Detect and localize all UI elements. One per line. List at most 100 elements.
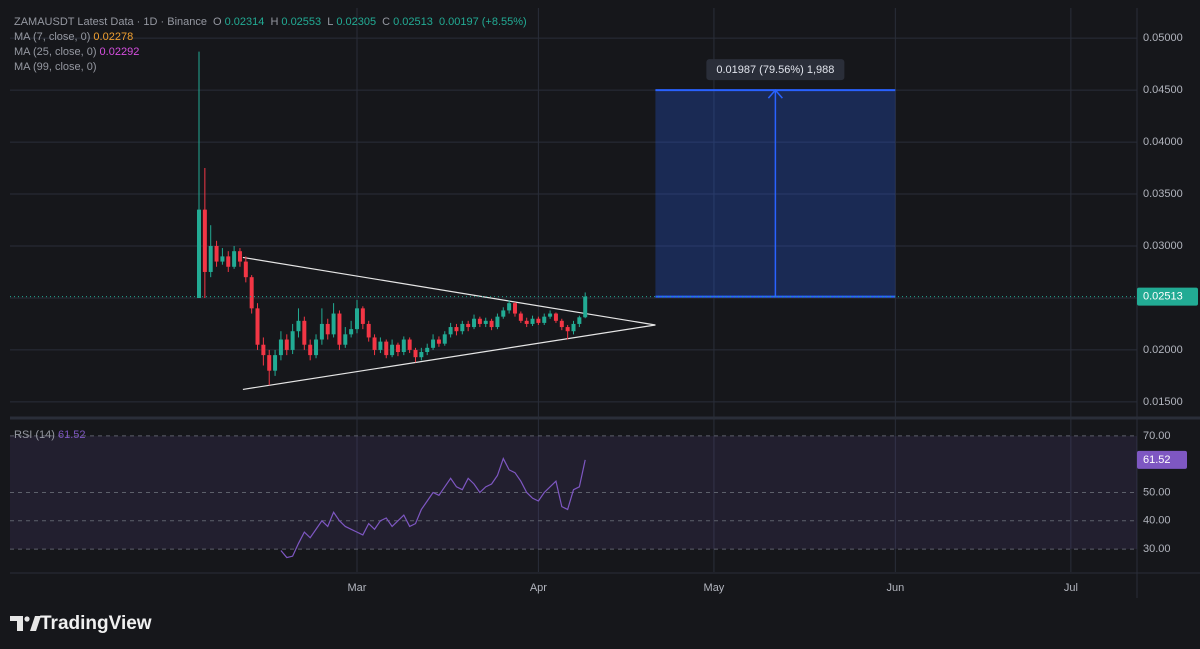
candle-body bbox=[507, 303, 512, 311]
candle-body bbox=[448, 327, 453, 335]
ohlc-label: O bbox=[213, 16, 222, 28]
candle-body bbox=[354, 308, 359, 330]
candle-body bbox=[208, 245, 213, 272]
candle-body bbox=[548, 313, 553, 317]
candle-body bbox=[524, 320, 529, 324]
candle-body bbox=[495, 316, 500, 328]
candle-body bbox=[553, 313, 558, 321]
candle-body bbox=[273, 355, 278, 371]
candle-body bbox=[314, 339, 319, 356]
trendline bbox=[242, 324, 656, 391]
rsi-name: RSI (14) bbox=[14, 429, 55, 441]
indicator-row: MA (99, close, 0) bbox=[14, 60, 530, 75]
candle-body bbox=[243, 261, 248, 278]
candle-body bbox=[284, 339, 289, 350]
candle-body bbox=[290, 331, 295, 350]
measure-label: 0.01987 (79.56%) 1,988 bbox=[716, 64, 834, 76]
candle-body bbox=[349, 329, 354, 335]
candle-body bbox=[343, 334, 348, 345]
candle-body bbox=[472, 318, 477, 328]
indicator-value: 0.02292 bbox=[99, 46, 140, 58]
measure-label-bg bbox=[706, 59, 845, 81]
ohlc-label: L bbox=[327, 16, 334, 28]
candle-body bbox=[214, 245, 219, 262]
candle-body bbox=[197, 209, 202, 298]
arrow-head bbox=[767, 88, 783, 99]
x-tick-label: Jul bbox=[1064, 582, 1078, 594]
candle-body bbox=[577, 317, 582, 324]
candle-body bbox=[267, 355, 272, 371]
y-tick-label: 40.00 bbox=[1143, 515, 1171, 527]
candle-body bbox=[407, 339, 412, 350]
indicator-row: MA (7, close, 0) 0.02278 bbox=[14, 30, 530, 45]
y-tick-label: 50.00 bbox=[1143, 486, 1171, 498]
ohlc-label: H bbox=[270, 16, 279, 28]
candle-body bbox=[530, 318, 535, 324]
indicator-row: MA (25, close, 0) 0.02292 bbox=[14, 45, 530, 60]
candle-body bbox=[489, 320, 494, 328]
ohlc-label: C bbox=[382, 16, 391, 28]
x-tick-label: Mar bbox=[348, 582, 367, 594]
candle-body bbox=[559, 320, 564, 328]
candle-body bbox=[542, 316, 547, 323]
y-tick-label: 0.03500 bbox=[1143, 188, 1183, 200]
candle-body bbox=[302, 320, 307, 345]
candle-body bbox=[384, 341, 389, 356]
candle-body bbox=[378, 341, 383, 350]
candle-body bbox=[261, 344, 266, 356]
indicator-name: MA (7, close, 0) bbox=[14, 31, 91, 43]
rsi-badge bbox=[1137, 450, 1187, 469]
candle-body bbox=[220, 256, 225, 262]
ohlc-value: 0.02553 bbox=[281, 16, 322, 28]
candle-body bbox=[372, 337, 377, 350]
ohlc-value: 0.02513 bbox=[393, 16, 433, 28]
ohlc-value: 0.02314 bbox=[224, 16, 265, 28]
candle-body bbox=[232, 251, 237, 267]
candle-body bbox=[331, 313, 336, 335]
header-row: ZAMAUSDT Latest Data · 1D · Binance O 0.0… bbox=[14, 15, 530, 30]
y-tick-label: 0.04000 bbox=[1143, 136, 1183, 148]
candle-body bbox=[401, 339, 406, 352]
indicator-name: MA (99, close, 0) bbox=[14, 61, 97, 73]
candle-body bbox=[512, 303, 517, 314]
candle-body bbox=[477, 318, 482, 324]
x-tick-label: May bbox=[704, 582, 725, 594]
trendline bbox=[242, 256, 656, 326]
candle-body bbox=[366, 323, 371, 338]
indicator-value: 0.02278 bbox=[93, 31, 134, 43]
candle-body bbox=[226, 256, 231, 267]
x-tick-label: Apr bbox=[530, 582, 547, 594]
candle-body bbox=[425, 347, 430, 352]
candle-body bbox=[255, 308, 260, 345]
candle-body bbox=[202, 209, 207, 272]
y-tick-label: 0.03000 bbox=[1143, 240, 1183, 252]
y-tick-label: 0.01500 bbox=[1143, 396, 1183, 408]
legend: ZAMAUSDT Latest Data · 1D · Binance O 0.0… bbox=[14, 15, 530, 75]
indicators: MA (7, close, 0) 0.02278 MA (25, close, 0)… bbox=[14, 30, 530, 75]
y-tick-label: 30.00 bbox=[1143, 543, 1171, 555]
candle-body bbox=[431, 339, 436, 348]
candle-body bbox=[395, 344, 400, 352]
candle-body bbox=[237, 251, 242, 262]
candle-body bbox=[436, 339, 441, 344]
candle-body bbox=[483, 320, 488, 324]
candle-body bbox=[337, 313, 342, 345]
y-tick-label: 0.02000 bbox=[1143, 344, 1183, 356]
candle-body bbox=[501, 310, 506, 317]
candle-body bbox=[278, 339, 283, 356]
candle-body bbox=[319, 323, 324, 340]
last-price-badge bbox=[1137, 287, 1198, 306]
logo-icon bbox=[10, 616, 41, 631]
candle-body bbox=[536, 318, 541, 323]
rsi-value: 61.52 bbox=[57, 429, 86, 441]
rsi-line bbox=[280, 457, 586, 559]
candle-body bbox=[583, 296, 588, 318]
y-tick-label: 0.05000 bbox=[1143, 32, 1183, 44]
candle-body bbox=[296, 320, 301, 332]
candle-body bbox=[413, 349, 418, 358]
candle-body bbox=[460, 323, 465, 332]
indicator-name: MA (25, close, 0) bbox=[14, 46, 97, 58]
change: 0.00197 (+8.55%) bbox=[438, 16, 527, 28]
